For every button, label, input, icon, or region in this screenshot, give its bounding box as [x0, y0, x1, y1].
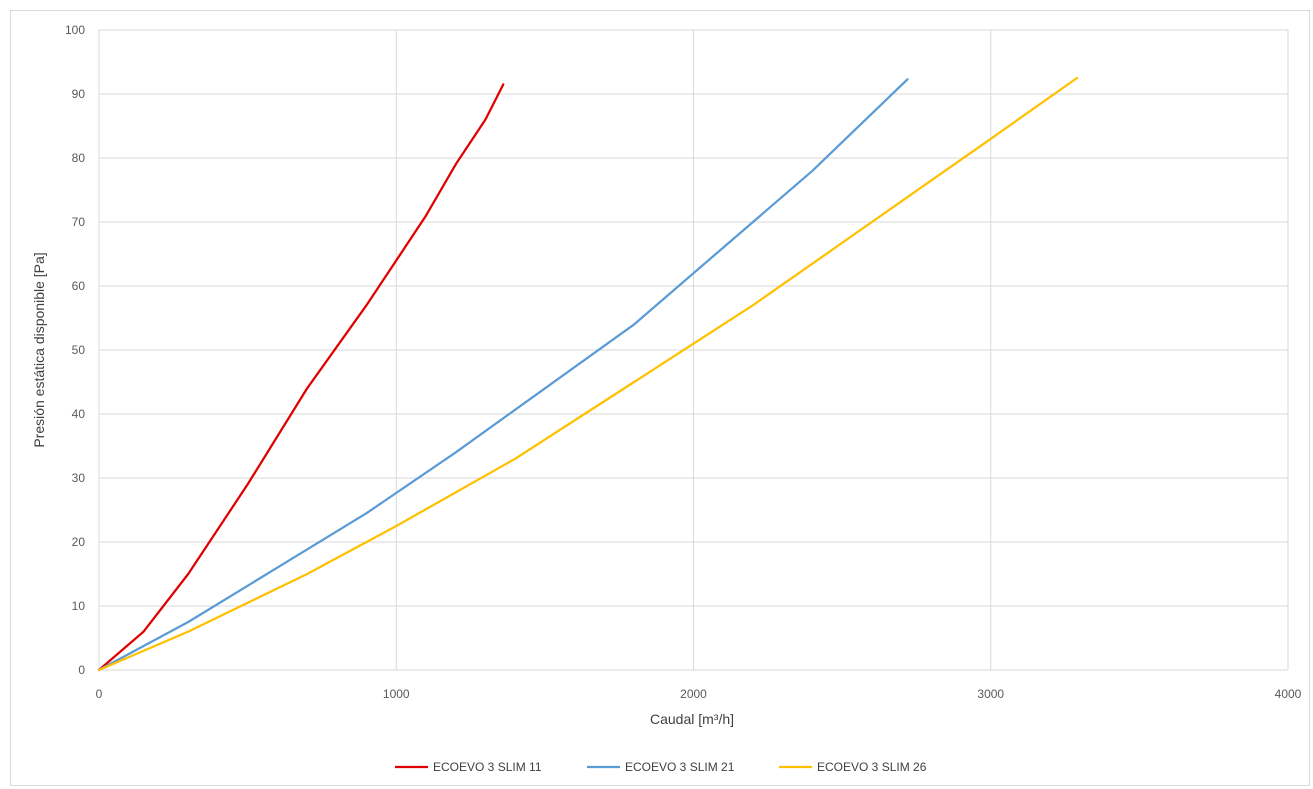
y-tick-label: 60	[72, 279, 86, 293]
y-tick-label: 10	[72, 599, 86, 613]
x-tick-label: 2000	[680, 687, 707, 701]
x-tick-label: 4000	[1275, 687, 1302, 701]
chart-frame	[10, 10, 1310, 786]
y-tick-label: 0	[78, 663, 85, 677]
series-lines	[97, 76, 1079, 672]
y-tick-label: 20	[72, 535, 86, 549]
grid-lines	[98, 29, 1289, 671]
y-tick-label: 90	[72, 87, 86, 101]
y-tick-label: 70	[72, 215, 86, 229]
y-tick-label: 80	[72, 151, 86, 165]
x-axis-title: Caudal [m³/h]	[650, 711, 734, 727]
y-tick-label: 100	[65, 23, 85, 37]
legend-label: ECOEVO 3 SLIM 21	[625, 760, 735, 774]
series-line-1	[97, 83, 505, 672]
x-tick-label: 1000	[383, 687, 410, 701]
legend-item: ECOEVO 3 SLIM 21	[587, 760, 735, 774]
x-tick-label: 0	[96, 687, 103, 701]
y-axis-title: Presión estática disponible [Pa]	[31, 252, 47, 447]
y-tick-label: 50	[72, 343, 86, 357]
x-tick-label: 3000	[977, 687, 1004, 701]
legend-item: ECOEVO 3 SLIM 11	[395, 760, 542, 774]
series-line-2	[97, 78, 909, 672]
legend-item: ECOEVO 3 SLIM 26	[779, 760, 927, 774]
legend-label: ECOEVO 3 SLIM 11	[433, 760, 542, 774]
legend-label: ECOEVO 3 SLIM 26	[817, 760, 927, 774]
x-axis-ticks: 0 1000 2000 3000 4000	[96, 687, 1302, 701]
y-tick-label: 30	[72, 471, 86, 485]
y-tick-label: 40	[72, 407, 86, 421]
series-line-3	[97, 76, 1079, 672]
y-axis-ticks: 0 10 20 30 40 50 60 70 80 90 100	[65, 23, 85, 677]
legend: ECOEVO 3 SLIM 11 ECOEVO 3 SLIM 21 ECOEVO 3…	[395, 760, 927, 774]
